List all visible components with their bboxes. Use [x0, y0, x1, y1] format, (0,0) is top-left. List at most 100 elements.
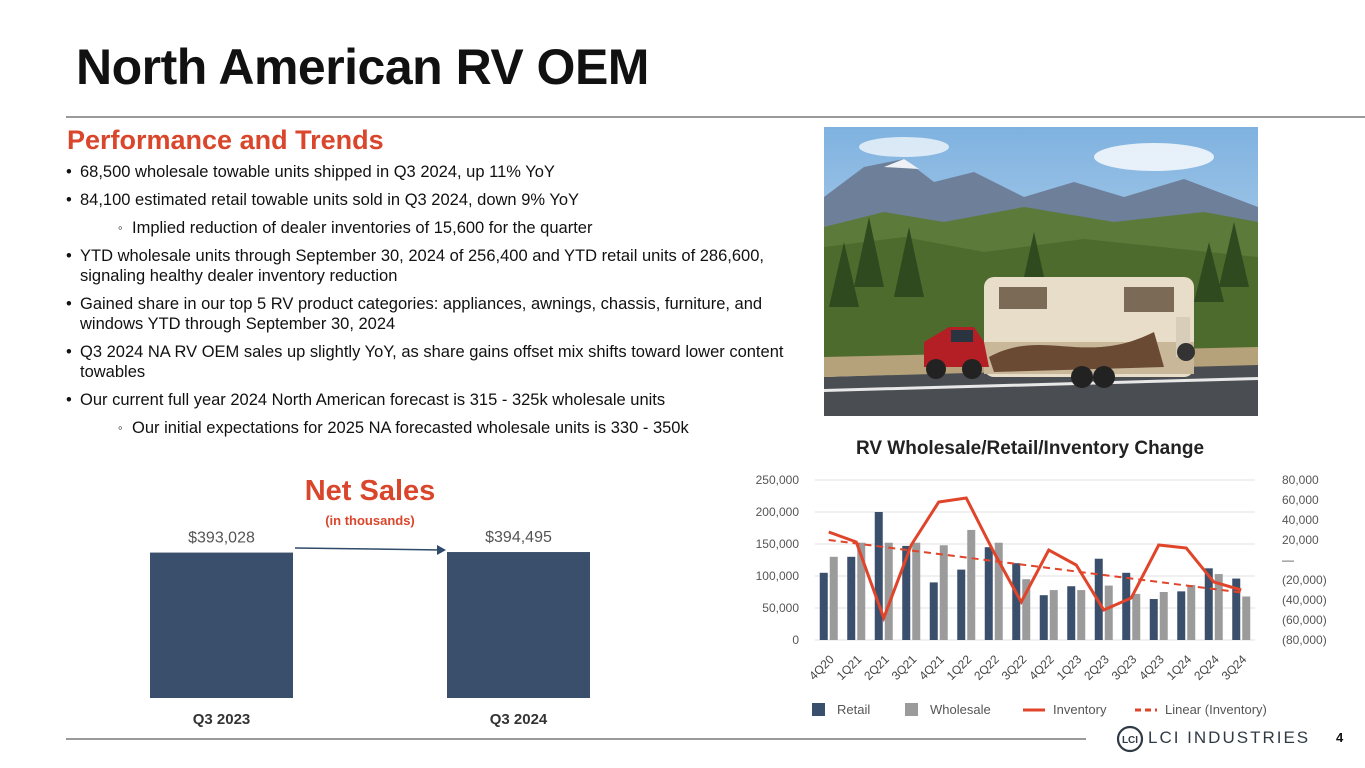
net-sales-subtitle: (in thousands) [325, 513, 415, 528]
x-axis-tick-label: 2Q23 [1081, 652, 1112, 683]
title-divider [66, 116, 1365, 118]
net-sales-value-label: $393,028 [188, 530, 255, 547]
retail-bar [1232, 578, 1241, 640]
wholesale-bar [1214, 574, 1223, 640]
x-axis-tick-label: 2Q21 [861, 652, 892, 683]
x-axis-tick-label: 1Q24 [1164, 652, 1195, 683]
sub-bullet-glyph: ◦ [118, 420, 123, 435]
section-heading: Performance and Trends [67, 125, 384, 155]
retail-bar [984, 547, 993, 640]
retail-bar [1149, 599, 1158, 640]
wholesale-bar [1187, 584, 1196, 640]
wholesale-bar [1132, 593, 1141, 640]
net-sales-bar [447, 552, 590, 698]
lci-logo-icon: LCI [1116, 725, 1144, 753]
x-axis-tick-label: 2Q22 [971, 652, 1002, 683]
wholesale-bar [857, 542, 866, 640]
growth-arrow-line [294, 547, 444, 551]
wholesale-bar [1159, 592, 1168, 640]
retail-bar [1204, 568, 1213, 640]
wholesale-bar [912, 542, 921, 640]
rv-chart-title: RV Wholesale/Retail/Inventory Change [855, 438, 1205, 459]
bullet-item: • Our current full year 2024 North Americ… [66, 390, 816, 410]
wholesale-bar [1077, 590, 1086, 640]
inventory-trendline [828, 539, 1242, 594]
net-sales-bar [150, 552, 293, 698]
logo-mark-text: LCI [1122, 735, 1138, 746]
bullet-text: Gained share in our top 5 RV product cat… [80, 295, 763, 333]
left-axis-tick-label: 50,000 [762, 601, 799, 615]
sub-bullet-item: ◦ Our initial expectations for 2025 NA fo… [66, 418, 816, 438]
left-axis-tick-label: 150,000 [756, 537, 800, 551]
growth-arrow-head [437, 545, 446, 555]
bullet-text: Q3 2024 NA RV OEM sales up slightly YoY,… [80, 343, 784, 381]
bullet-text: YTD wholesale units through September 30… [80, 247, 764, 285]
x-axis-tick-label: 3Q21 [889, 652, 920, 683]
legend-label: Linear (Inventory) [1165, 702, 1267, 717]
x-axis-tick-label: 1Q22 [944, 652, 975, 683]
bullet-glyph: • [66, 247, 72, 265]
inventory-line [828, 496, 1242, 623]
bullet-text: Implied reduction of dealer inventories … [132, 219, 593, 237]
retail-bar [874, 512, 883, 640]
slide-title: North American RV OEM [76, 39, 649, 95]
retail-bar [1012, 563, 1021, 640]
right-axis-tick-label: — [1282, 553, 1294, 567]
retail-bar [1067, 586, 1076, 640]
wholesale-bar [1242, 596, 1251, 640]
right-axis-tick-label: 20,000 [1282, 533, 1319, 547]
bullet-glyph: • [66, 343, 72, 361]
net-sales-category-label: Q3 2024 [490, 711, 548, 728]
wholesale-bar [884, 542, 893, 640]
right-axis-tick-label: (40,000) [1282, 593, 1327, 607]
retail-bar [902, 545, 911, 640]
net-sales-title: Net Sales [304, 475, 436, 507]
right-axis-tick-label: 40,000 [1282, 513, 1319, 527]
wholesale-bar [1104, 585, 1113, 640]
legend-label: Wholesale [930, 702, 991, 717]
rv-landscape-photo [824, 127, 1258, 416]
bullet-glyph: • [66, 391, 72, 409]
retail-bar [847, 556, 856, 640]
retail-bar [1039, 595, 1048, 640]
wholesale-bar [1022, 579, 1031, 640]
right-axis-tick-label: (20,000) [1282, 573, 1327, 587]
wholesale-bar [994, 542, 1003, 640]
x-axis-tick-label: 3Q23 [1109, 652, 1140, 683]
retail-bar [929, 582, 938, 640]
legend-swatch [905, 703, 918, 716]
left-axis-tick-label: 250,000 [756, 473, 800, 487]
bullet-glyph: • [66, 163, 72, 181]
wholesale-bar [829, 556, 838, 640]
bullet-glyph: • [66, 295, 72, 313]
net-sales-value-label: $394,495 [485, 529, 552, 546]
x-axis-tick-label: 3Q24 [1219, 652, 1250, 683]
rv-wholesale-retail-chart: 250,000 200,000 150,000 100,000 50,000 0 80,00… [756, 473, 1327, 717]
retail-bar [819, 572, 828, 640]
bullet-text: Our initial expectations for 2025 NA for… [132, 419, 689, 437]
bullet-list: • 68,500 wholesale towable units shipped … [66, 162, 816, 446]
right-axis-tick-label: (80,000) [1282, 633, 1327, 647]
retail-bar [957, 569, 966, 640]
bullet-glyph: • [66, 191, 72, 209]
footer-divider [66, 738, 1086, 740]
wholesale-bar [939, 545, 948, 640]
retail-bar [1122, 572, 1131, 640]
bullet-text: Our current full year 2024 North America… [80, 391, 666, 409]
wholesale-bar [967, 529, 976, 640]
right-axis-tick-label: 60,000 [1282, 493, 1319, 507]
x-axis-tick-label: 4Q23 [1136, 652, 1167, 683]
bullet-item: • 68,500 wholesale towable units shipped … [66, 162, 816, 182]
right-axis-tick-label: (60,000) [1282, 613, 1327, 627]
bullet-item: • 84,100 estimated retail towable units s… [66, 190, 816, 210]
page-number: 4 [1336, 730, 1344, 745]
left-axis-tick-label: 100,000 [756, 569, 800, 583]
legend-swatch [812, 703, 825, 716]
net-sales-chart: $393,028 Q3 2023 $394,495 Q3 2024 [150, 529, 590, 728]
x-axis-tick-label: 4Q21 [916, 652, 947, 683]
x-axis-tick-label: 3Q22 [999, 652, 1030, 683]
x-axis-tick-label: 4Q22 [1026, 652, 1057, 683]
bullet-item: • Q3 2024 NA RV OEM sales up slightly YoY… [66, 342, 816, 382]
lci-industries-logo: LCI LCI INDUSTRIES [1116, 725, 1331, 753]
legend-label: Inventory [1053, 702, 1107, 717]
